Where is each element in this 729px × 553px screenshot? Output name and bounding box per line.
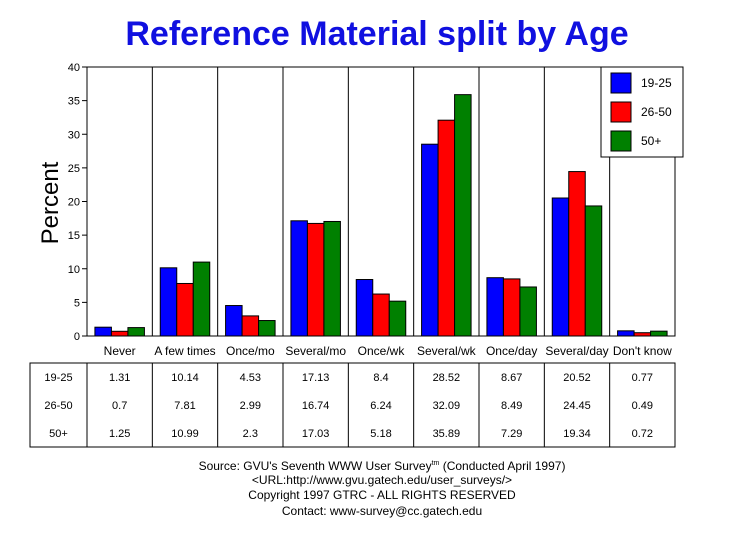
category-label: Several/day	[545, 344, 608, 358]
source-tm: tm	[432, 460, 440, 467]
bar-26-50-Several/wk	[437, 119, 456, 337]
table-cell: 0.49	[632, 400, 653, 412]
table-cell: 1.25	[109, 428, 130, 440]
y-tick-label: 5	[74, 297, 80, 309]
table-cell: 8.49	[501, 400, 522, 412]
table-frame	[29, 362, 676, 448]
table-row-header: 19-25	[44, 372, 72, 384]
table-cell: 1.31	[109, 372, 130, 384]
table-cell: 17.03	[302, 428, 330, 440]
source-suffix: (Conducted April 1997)	[439, 459, 565, 473]
chart-title: Reference Material split by Age	[125, 15, 628, 53]
legend-label: 50+	[641, 134, 661, 148]
bar-26-50-Don't know	[633, 332, 652, 337]
y-tick-label: 0	[74, 331, 80, 343]
table-cell: 2.3	[243, 428, 258, 440]
table-row-header: 26-50	[44, 400, 72, 412]
bar-26-50-Once/mo	[241, 315, 260, 337]
bar-26-50-Once/day	[502, 278, 521, 337]
table-cell: 4.53	[240, 372, 261, 384]
table-cell: 0.72	[632, 428, 653, 440]
bar-19-25-Never	[94, 326, 112, 337]
bar-19-25-Several/mo	[290, 220, 308, 337]
category-label: Once/day	[486, 344, 537, 358]
legend-swatch-50+	[610, 130, 632, 152]
table-cell: 10.99	[171, 428, 199, 440]
legend-swatch-26-50	[610, 101, 632, 123]
source-prefix: Source: GVU's Seventh WWW User Survey	[199, 459, 432, 473]
table-cell: 2.99	[240, 400, 261, 412]
category-label: Once/wk	[358, 344, 406, 358]
legend: 19-25 26-50 50+	[600, 66, 684, 158]
category-label: Several/mo	[285, 344, 346, 358]
bar-19-25-Once/day	[486, 277, 504, 337]
y-tick-label: 35	[68, 96, 80, 108]
category-label: Several/wk	[417, 344, 477, 358]
category-label: Once/mo	[226, 344, 275, 358]
bar-50+-Once/mo	[258, 320, 276, 337]
bar-19-25-Don't know	[617, 330, 635, 337]
source-line: Source: GVU's Seventh WWW User Surveytm …	[199, 459, 566, 473]
bar-19-25-Once/wk	[355, 279, 374, 337]
data-table: 19-25 1.31 10.14 4.53 17.13 8.4 28.52 8.67 20.52…	[29, 362, 676, 448]
bar-50+-Several/day	[584, 205, 603, 337]
table-cell: 35.89	[433, 428, 461, 440]
y-tick-label: 15	[68, 230, 80, 242]
table-cell: 19.34	[563, 428, 591, 440]
table-row-header: 50+	[49, 428, 68, 440]
table-cell: 10.14	[171, 372, 199, 384]
bar-50+-Never	[127, 327, 145, 337]
bar-26-50-Several/day	[568, 171, 586, 337]
table-cell: 7.29	[501, 428, 522, 440]
bar-19-25-Several/wk	[421, 143, 439, 337]
table-cell: 20.52	[563, 372, 591, 384]
table-cell: 16.74	[302, 400, 330, 412]
y-tick-label: 10	[68, 264, 80, 276]
contact: Contact: www-survey@cc.gatech.edu	[282, 504, 482, 518]
bar-26-50-Several/mo	[306, 222, 325, 337]
bar-50+-Several/wk	[454, 94, 472, 337]
bar-26-50-Never	[110, 330, 129, 337]
table-cell: 28.52	[433, 372, 461, 384]
y-axis-label: Percent	[37, 161, 64, 244]
bar-19-25-Several/day	[551, 197, 570, 337]
footer: Source: GVU's Seventh WWW User Surveytm …	[199, 459, 566, 518]
category-label: Don't know	[613, 344, 672, 358]
bar-50+-A few times	[192, 261, 211, 337]
bar-50+-Don't know	[650, 330, 668, 337]
bar-26-50-Once/wk	[372, 293, 390, 337]
y-tick-label: 30	[68, 129, 80, 141]
table-cell: 6.24	[370, 400, 391, 412]
table-cell: 7.81	[174, 400, 195, 412]
bar-50+-Once/day	[519, 286, 537, 337]
legend-label: 26-50	[641, 105, 672, 119]
y-tick-label: 25	[68, 163, 80, 175]
category-label: Never	[104, 344, 136, 358]
bar-19-25-A few times	[159, 267, 178, 337]
table-cell: 0.77	[632, 372, 653, 384]
source-url: <URL:http://www.gvu.gatech.edu/user_surv…	[252, 473, 512, 487]
table-cell: 17.13	[302, 372, 330, 384]
y-tick-label: 20	[68, 197, 80, 209]
plot-area: 0 5 10 15 20 25 30 35 40 Never A few times Once/mo S…	[68, 62, 676, 358]
bar-26-50-A few times	[176, 282, 194, 337]
category-label: A few times	[154, 344, 215, 358]
bar-50+-Once/wk	[388, 300, 407, 337]
table-cell: 32.09	[433, 400, 461, 412]
copyright: Copyright 1997 GTRC - ALL RIGHTS RESERVE…	[248, 488, 516, 502]
bar-50+-Several/mo	[323, 220, 341, 337]
table-cell: 8.4	[373, 372, 388, 384]
table-cell: 0.7	[112, 400, 127, 412]
legend-swatch-19-25	[610, 72, 632, 94]
table-cell: 24.45	[563, 400, 591, 412]
legend-label: 19-25	[641, 76, 672, 90]
table-cell: 5.18	[370, 428, 391, 440]
table-cell: 8.67	[501, 372, 522, 384]
bar-19-25-Once/mo	[225, 305, 243, 337]
y-tick-label: 40	[68, 62, 80, 74]
